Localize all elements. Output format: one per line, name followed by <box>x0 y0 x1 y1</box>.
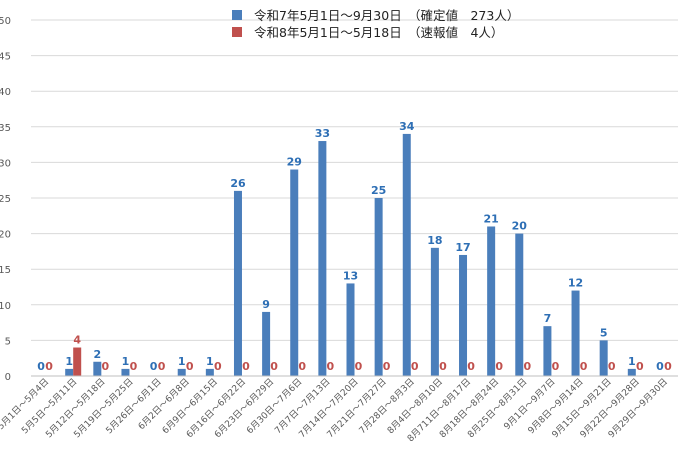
data-label-2025: 2 <box>93 348 101 361</box>
bar-2025 <box>290 169 299 376</box>
data-label-2026: 0 <box>552 360 560 373</box>
data-label-2025: 18 <box>427 234 442 247</box>
x-tick-label: 9月1日～9月7日 <box>502 376 558 432</box>
data-label-2026: 0 <box>355 360 363 373</box>
data-label-2025: 9 <box>262 298 270 311</box>
data-label-2026: 0 <box>439 360 447 373</box>
data-label-2026: 0 <box>45 360 53 373</box>
data-label-2026: 0 <box>664 360 672 373</box>
data-label-2026: 0 <box>580 360 588 373</box>
data-label-2025: 33 <box>315 127 330 140</box>
y-tick-label: 10 <box>0 301 11 312</box>
y-tick-label: 50 <box>0 16 11 27</box>
bar-2025 <box>318 141 327 376</box>
y-tick-label: 25 <box>0 194 11 205</box>
data-label-2026: 0 <box>411 360 419 373</box>
data-label-2026: 0 <box>101 360 109 373</box>
data-label-2025: 34 <box>399 120 415 133</box>
bar-2025 <box>571 290 580 376</box>
bar-2025 <box>627 368 636 376</box>
data-label-2026: 0 <box>383 360 391 373</box>
data-label-2025: 0 <box>37 360 45 373</box>
legend-item-2026: 令和8年5月1日～5月18日 （速報値 4人） <box>232 23 519 40</box>
data-label-2025: 20 <box>512 220 528 233</box>
data-label-2026: 0 <box>214 360 222 373</box>
data-label-2025: 21 <box>483 212 498 225</box>
legend: 令和7年5月1日～9月30日 （確定値 273人） 令和8年5月1日～5月18日… <box>232 6 519 40</box>
data-label-2025: 0 <box>150 360 158 373</box>
bar-2025 <box>346 283 355 376</box>
data-label-2025: 1 <box>122 355 130 368</box>
y-tick-label: 5 <box>5 336 11 347</box>
data-label-2026: 0 <box>495 360 503 373</box>
bar-2025 <box>459 254 468 376</box>
bar-2025 <box>65 368 74 376</box>
data-label-2026: 4 <box>73 334 81 347</box>
data-label-2026: 0 <box>523 360 531 373</box>
bar-2025 <box>402 133 411 376</box>
y-tick-label: 0 <box>5 372 11 383</box>
legend-swatch-2025 <box>232 9 242 20</box>
data-label-2026: 0 <box>186 360 194 373</box>
bar-2025 <box>177 368 186 376</box>
bar-2025 <box>543 326 552 376</box>
legend-label-2026: 令和8年5月1日～5月18日 （速報値 4人） <box>254 25 504 40</box>
y-tick-label: 20 <box>0 230 11 241</box>
data-label-2026: 0 <box>130 360 138 373</box>
data-label-2025: 1 <box>178 355 186 368</box>
bar-2025 <box>262 311 271 376</box>
data-label-2025: 17 <box>455 241 470 254</box>
data-label-2025: 12 <box>568 277 583 290</box>
data-label-2026: 0 <box>467 360 475 373</box>
bar-2026 <box>73 347 82 376</box>
bar-2025 <box>599 340 608 376</box>
data-label-2025: 0 <box>656 360 664 373</box>
y-tick-label: 45 <box>0 52 11 63</box>
bar-2025 <box>205 368 214 376</box>
bar-2025 <box>374 198 383 376</box>
data-label-2025: 1 <box>65 355 73 368</box>
x-tick-label: 6月2日～6月8日 <box>136 376 192 432</box>
legend-label-2025: 令和7年5月1日～9月30日 （確定値 273人） <box>254 8 520 23</box>
data-label-2026: 0 <box>608 360 616 373</box>
data-label-2026: 0 <box>242 360 250 373</box>
bar-2025 <box>233 190 242 376</box>
data-label-2025: 1 <box>628 355 636 368</box>
y-tick-label: 35 <box>0 123 11 134</box>
legend-swatch-2026 <box>232 26 242 37</box>
data-label-2026: 0 <box>636 360 644 373</box>
data-label-2026: 0 <box>298 360 306 373</box>
bar-2025 <box>121 368 130 376</box>
data-label-2026: 0 <box>158 360 166 373</box>
data-label-2025: 29 <box>287 156 302 169</box>
bar-2025 <box>93 361 102 376</box>
data-label-2026: 0 <box>270 360 278 373</box>
data-label-2025: 5 <box>600 326 608 339</box>
bar-2025 <box>430 247 439 376</box>
data-label-2025: 1 <box>206 355 214 368</box>
data-label-2025: 7 <box>544 312 552 325</box>
data-label-2026: 0 <box>327 360 335 373</box>
bar-2025 <box>487 226 496 376</box>
bar-2025 <box>515 233 524 376</box>
data-label-2025: 13 <box>343 269 358 282</box>
y-tick-label: 40 <box>0 87 11 98</box>
data-label-2025: 26 <box>230 177 246 190</box>
legend-item-2025: 令和7年5月1日～9月30日 （確定値 273人） <box>232 6 519 23</box>
data-label-2025: 25 <box>371 184 386 197</box>
y-tick-label: 15 <box>0 265 11 276</box>
y-tick-label: 30 <box>0 158 11 169</box>
